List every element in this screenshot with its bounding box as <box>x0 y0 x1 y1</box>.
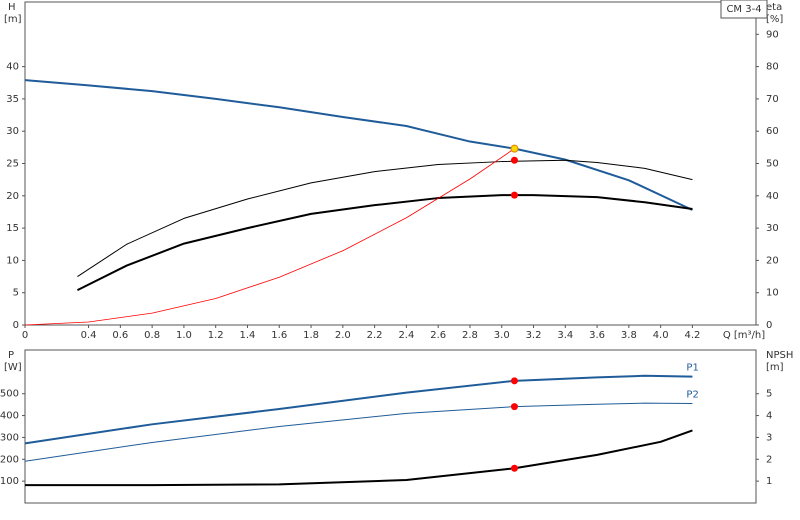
x-tick-label: 0.6 <box>112 330 128 341</box>
curve <box>25 429 693 487</box>
y2-tick-label: 0 <box>766 320 772 331</box>
duty-point <box>510 403 518 411</box>
x-tick-label: 0.4 <box>81 330 97 341</box>
series-label: P2 <box>686 390 698 401</box>
x-tick-label: 1.8 <box>303 330 319 341</box>
x-tick-label: 1.4 <box>240 330 256 341</box>
x-tick-label: 0.8 <box>144 330 160 341</box>
x-tick-label: 0 <box>22 330 28 341</box>
series-label: P1 <box>686 363 698 374</box>
x-tick-label: 1.0 <box>176 330 192 341</box>
title-box <box>720 0 768 19</box>
y2-tick-label: 2 <box>766 454 772 465</box>
x-tick-label: 3.6 <box>589 330 605 341</box>
x-tick-label: 4.0 <box>653 330 669 341</box>
x-tick-label: 2.2 <box>367 330 383 341</box>
y-axis-label: H <box>8 2 16 13</box>
x-tick-label: 3.4 <box>557 330 573 341</box>
y2-tick-label: 20 <box>766 255 779 266</box>
y2-tick-label: 30 <box>766 223 779 234</box>
duty-point <box>510 156 518 164</box>
x-tick-label: 1.2 <box>208 330 224 341</box>
y-tick-label: 200 <box>0 454 19 465</box>
y2-tick-label: 3 <box>766 432 772 443</box>
y-tick-label: 35 <box>6 94 19 105</box>
y-tick-label: 40 <box>6 62 19 73</box>
y2-axis-label: NPSH <box>766 350 793 361</box>
y-tick-label: 400 <box>0 411 19 422</box>
x-tick-label: 3.8 <box>621 330 637 341</box>
x-tick-label: 2.8 <box>462 330 478 341</box>
y2-tick-label: 50 <box>766 159 779 170</box>
y2-tick-label: 80 <box>766 62 779 73</box>
duty-point <box>510 377 518 385</box>
x-tick-label: 1.6 <box>271 330 287 341</box>
y2-tick-label: 90 <box>766 29 779 40</box>
x-tick-label: 2.0 <box>335 330 351 341</box>
y-tick-label: 0 <box>13 320 19 331</box>
y2-tick-label: 60 <box>766 126 779 137</box>
y2-tick-label: 4 <box>766 411 772 422</box>
y-axis-label: P <box>8 350 14 361</box>
duty-point <box>510 144 519 153</box>
y2-axis-unit: [%] <box>766 14 783 25</box>
y-tick-label: 5 <box>13 288 19 299</box>
curve <box>24 402 693 462</box>
chart-title: CM 3-4 <box>726 4 761 15</box>
curve <box>24 148 515 326</box>
y-tick-label: 100 <box>0 476 19 487</box>
y2-tick-label: 10 <box>766 288 779 299</box>
duty-point <box>510 191 518 199</box>
x-axis-label: Q [m³/h] <box>723 330 765 341</box>
y2-axis-label: eta <box>766 2 782 13</box>
y-tick-label: 300 <box>0 432 19 443</box>
y-axis-unit: [W] <box>4 362 22 373</box>
y2-tick-label: 5 <box>766 389 772 400</box>
x-tick-label: 3.0 <box>494 330 510 341</box>
x-tick-label: 4.2 <box>684 330 700 341</box>
x-tick-label: 2.4 <box>398 330 414 341</box>
x-tick-label: 2.6 <box>430 330 446 341</box>
x-tick-label: 3.2 <box>526 330 542 341</box>
curve <box>24 79 693 211</box>
y2-tick-label: 40 <box>766 191 779 202</box>
y2-tick-label: 1 <box>766 476 772 487</box>
curve <box>24 374 693 445</box>
plot-frame <box>24 349 757 504</box>
y-tick-label: 25 <box>6 159 19 170</box>
y-tick-label: 500 <box>0 389 19 400</box>
y-axis-unit: [m] <box>4 14 22 25</box>
y-tick-label: 10 <box>6 255 19 266</box>
y2-tick-label: 70 <box>766 94 779 105</box>
plot-frame <box>24 1 757 326</box>
y-tick-label: 15 <box>6 223 19 234</box>
duty-point <box>510 464 518 472</box>
curve <box>77 159 693 277</box>
y2-axis-unit: [m] <box>766 362 784 373</box>
y-tick-label: 30 <box>6 126 19 137</box>
curve <box>76 194 693 292</box>
y-tick-label: 20 <box>6 191 19 202</box>
